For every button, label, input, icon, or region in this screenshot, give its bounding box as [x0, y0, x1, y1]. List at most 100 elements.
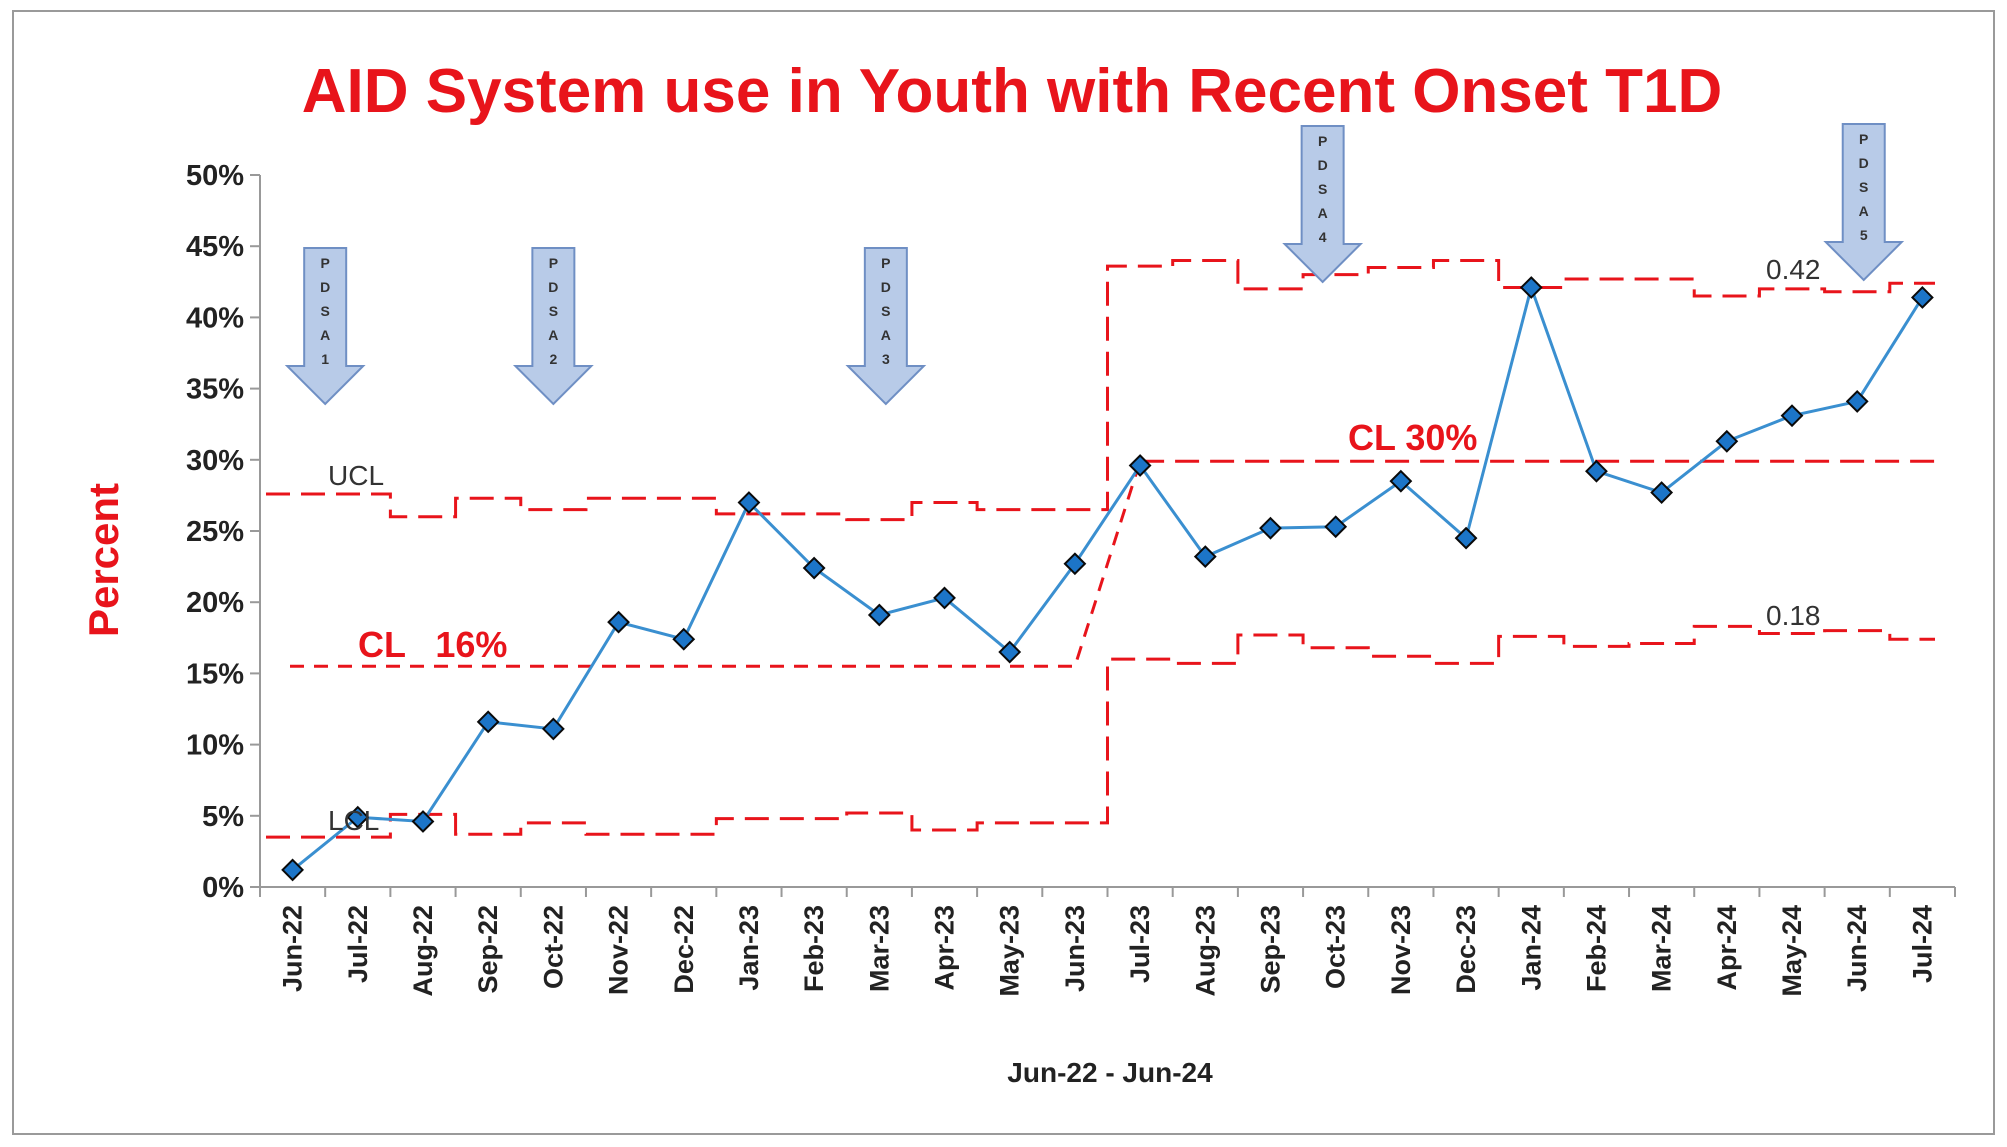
x-tick-label: May-23	[995, 905, 1025, 997]
pdsa-letter: A	[548, 327, 558, 343]
control-limits	[266, 258, 1935, 839]
x-tick-label: Jun-24	[1842, 905, 1872, 992]
data-point-marker	[1128, 454, 1152, 477]
axes: 0% 5% 10% 15% 20% 25% 30% 35% 40% 45% 50% Jun-22 Jul…	[186, 160, 1956, 997]
data-point-marker	[1193, 545, 1217, 569]
data-point-marker	[1650, 481, 1674, 504]
pdsa-letter: D	[1318, 157, 1328, 173]
x-tick-label: Sep-23	[1255, 905, 1285, 994]
x-axis-label: Jun-22 - Jun-24	[1007, 1057, 1213, 1088]
data-point-marker	[1389, 469, 1413, 493]
y-tick-label: 25%	[186, 516, 244, 548]
y-tick-label: 35%	[186, 374, 244, 406]
x-tick-label: Nov-23	[1386, 905, 1416, 995]
pdsa-letter: S	[1318, 181, 1327, 197]
pdsa-arrow-icon	[512, 247, 594, 406]
data-point-marker	[411, 810, 435, 833]
pdsa-letter: 4	[1319, 229, 1327, 245]
annotations: UCL LCL CL 16% CL 30% 0.42 0.18	[328, 254, 1821, 836]
pdsa-letter: D	[881, 279, 891, 295]
lcl-label: LCL	[328, 805, 379, 836]
x-tick-label: Oct-23	[1321, 905, 1351, 989]
data-point-marker	[1715, 429, 1739, 453]
x-tick-label: Nov-22	[604, 905, 634, 995]
y-tick-label: 20%	[186, 587, 244, 619]
data-point-marker	[476, 710, 500, 734]
x-tick-label: Jun-23	[1060, 905, 1090, 992]
data-point-marker	[1259, 516, 1282, 540]
data-point-marker	[346, 805, 370, 829]
x-tick-label: Jan-24	[1516, 905, 1546, 991]
x-tick-label: Apr-24	[1712, 905, 1742, 991]
data-point-marker	[281, 858, 305, 882]
data-point-marker	[672, 627, 696, 651]
y-tick-label: 45%	[186, 231, 244, 263]
pdsa-arrow-icon	[1823, 123, 1905, 282]
pdsa-letter: D	[1859, 155, 1869, 171]
chart-frame	[12, 10, 1995, 1135]
pdsa-letter: P	[549, 255, 558, 271]
pdsa-arrow-icon	[284, 247, 366, 406]
pdsa-letter: S	[321, 303, 330, 319]
data-point-marker	[1454, 526, 1478, 550]
data-point-marker	[998, 640, 1022, 664]
pdsa-letter: D	[548, 279, 558, 295]
data-point-marker	[1780, 404, 1804, 428]
y-tick-label: 30%	[186, 445, 244, 477]
x-tick-label: Mar-24	[1647, 905, 1677, 992]
pdsa-letter: A	[1859, 203, 1869, 219]
cl-before-label: CL 16%	[358, 624, 507, 665]
pdsa-letter: P	[321, 255, 330, 271]
y-axis-label: Percent	[80, 483, 127, 637]
pdsa-arrow-icon	[1282, 125, 1364, 284]
ucl-line	[266, 258, 1935, 522]
data-point-marker	[1324, 515, 1348, 539]
x-tick-label: Apr-23	[930, 905, 960, 991]
chart-title: AID System use in Youth with Recent Onse…	[302, 57, 1723, 126]
x-tick-label: Mar-23	[864, 905, 894, 992]
data-point-marker	[1845, 390, 1869, 413]
x-tick-label: Oct-22	[538, 905, 568, 989]
data-point-marker	[541, 717, 565, 741]
lcl-line	[266, 624, 1935, 839]
y-tick-label: 0%	[202, 872, 244, 904]
lcl-value-label: 0.18	[1766, 600, 1821, 631]
x-tick-label: Sep-22	[473, 905, 503, 994]
pdsa-letter: 3	[882, 351, 890, 367]
pdsa-letter: A	[881, 327, 891, 343]
x-tick-label: Dec-23	[1451, 905, 1481, 994]
pdsa-letter: P	[881, 255, 890, 271]
x-tick-label: Dec-22	[669, 905, 699, 994]
x-tick-label: Jan-23	[734, 905, 764, 991]
data-series	[281, 276, 1934, 882]
ucl-value-label: 0.42	[1766, 254, 1821, 285]
x-tick-label: Feb-23	[799, 905, 829, 992]
data-point-marker	[1063, 552, 1087, 576]
pdsa-letter: S	[1859, 179, 1868, 195]
series-line	[291, 282, 1924, 872]
data-point-marker	[802, 556, 826, 580]
ucl-label: UCL	[328, 460, 384, 491]
pdsa-letter: S	[881, 303, 890, 319]
y-tick-label: 40%	[186, 302, 244, 334]
x-tick-label: Aug-22	[408, 905, 438, 997]
y-tick-label: 5%	[202, 801, 244, 833]
x-tick-label: May-24	[1777, 905, 1807, 997]
pdsa-letter: D	[320, 279, 330, 295]
data-point-marker	[867, 603, 891, 627]
data-point-marker	[1910, 286, 1934, 309]
cl-after-label: CL 30%	[1348, 417, 1477, 458]
y-tick-label: 50%	[186, 160, 244, 192]
data-point-marker	[1585, 459, 1608, 483]
x-tick-label: Aug-23	[1190, 905, 1220, 997]
x-tick-label: Feb-24	[1581, 905, 1611, 992]
data-point-marker	[737, 491, 761, 514]
pdsa-letter: A	[320, 327, 330, 343]
